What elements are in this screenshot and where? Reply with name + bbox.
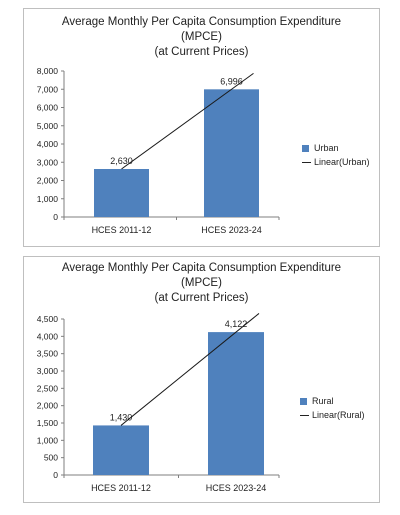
y-tick-label: 3,500 <box>37 349 59 359</box>
chart-title-line-3: (at Current Prices) <box>154 292 249 304</box>
chart-panel-rural: Average Monthly Per Capita Consumption E… <box>23 256 380 503</box>
y-tick-label: 5,000 <box>37 121 59 131</box>
y-tick-label: 2,000 <box>37 176 59 186</box>
y-tick-label: 6,000 <box>37 103 59 113</box>
y-tick-label: 0 <box>53 470 58 480</box>
y-tick-label: 2,500 <box>37 383 59 393</box>
legend-series-label: Urban <box>314 143 339 153</box>
legend-trendline-label: Linear(Urban) <box>314 157 370 167</box>
data-label: 1,430 <box>110 412 133 422</box>
legend-swatch <box>302 144 309 152</box>
bar <box>94 169 149 217</box>
chart-title-line-1: Average Monthly Per Capita Consumption E… <box>61 16 342 28</box>
legend-item-trendline: Linear(Rural) <box>300 408 365 422</box>
data-label: 4,122 <box>225 319 248 329</box>
y-tick-label: 3,000 <box>37 157 59 167</box>
legend-item-series: Rural <box>300 394 365 408</box>
chart-title-line-1: Average Monthly Per Capita Consumption E… <box>61 262 342 274</box>
x-tick-label: HCES 2011-12 <box>92 225 152 235</box>
legend-swatch <box>300 397 307 405</box>
y-tick-label: 1,000 <box>37 194 59 204</box>
legend-series-label: Rural <box>312 396 334 406</box>
y-tick-label: 1,000 <box>37 435 59 445</box>
y-tick-label: 4,000 <box>37 331 59 341</box>
trendline <box>121 72 254 170</box>
y-tick-label: 7,000 <box>37 84 59 94</box>
y-tick-label: 0 <box>53 212 58 222</box>
y-tick-label: 4,000 <box>37 139 59 149</box>
chart-title-line-2: (MPCE) <box>181 277 222 289</box>
trendline <box>120 313 260 426</box>
chart-panel-urban: Average Monthly Per Capita Consumption E… <box>23 8 380 247</box>
chart-legend: Urban Linear(Urban) <box>302 141 370 169</box>
chart-plot-area: 0 1,000 2,000 3,000 4,000 5,000 6,000 7,000 8,00… <box>37 66 280 235</box>
legend-trendline-label: Linear(Rural) <box>312 410 365 420</box>
bar <box>93 425 149 475</box>
legend-item-trendline: Linear(Urban) <box>302 155 370 169</box>
y-tick-label: 1,500 <box>37 418 59 428</box>
chart-legend: Rural Linear(Rural) <box>300 394 365 422</box>
y-tick-label: 2,000 <box>37 401 59 411</box>
data-label: 2,630 <box>110 156 133 166</box>
chart-title-line-2: (MPCE) <box>181 31 222 43</box>
data-label: 6,996 <box>220 76 243 86</box>
bar <box>204 89 259 217</box>
x-tick-label: HCES 2011-12 <box>91 483 151 493</box>
chart-title: Average Monthly Per Capita Consumption E… <box>24 261 379 306</box>
y-tick-label: 8,000 <box>37 66 59 76</box>
y-tick-label: 500 <box>44 453 58 463</box>
legend-item-series: Urban <box>302 141 370 155</box>
x-tick-label: HCES 2023-24 <box>206 483 267 493</box>
chart-plot-area: 0 500 1,000 1,500 2,000 2,500 3,000 3,500 4,000 4… <box>37 313 280 493</box>
y-tick-label: 4,500 <box>37 314 59 324</box>
legend-line-symbol <box>302 161 311 163</box>
y-tick-label: 3,000 <box>37 366 59 376</box>
chart-title-line-3: (at Current Prices) <box>154 46 249 58</box>
chart-title: Average Monthly Per Capita Consumption E… <box>24 15 379 60</box>
legend-line-symbol <box>300 414 309 416</box>
x-tick-label: HCES 2023-24 <box>201 225 262 235</box>
bar <box>208 332 264 475</box>
